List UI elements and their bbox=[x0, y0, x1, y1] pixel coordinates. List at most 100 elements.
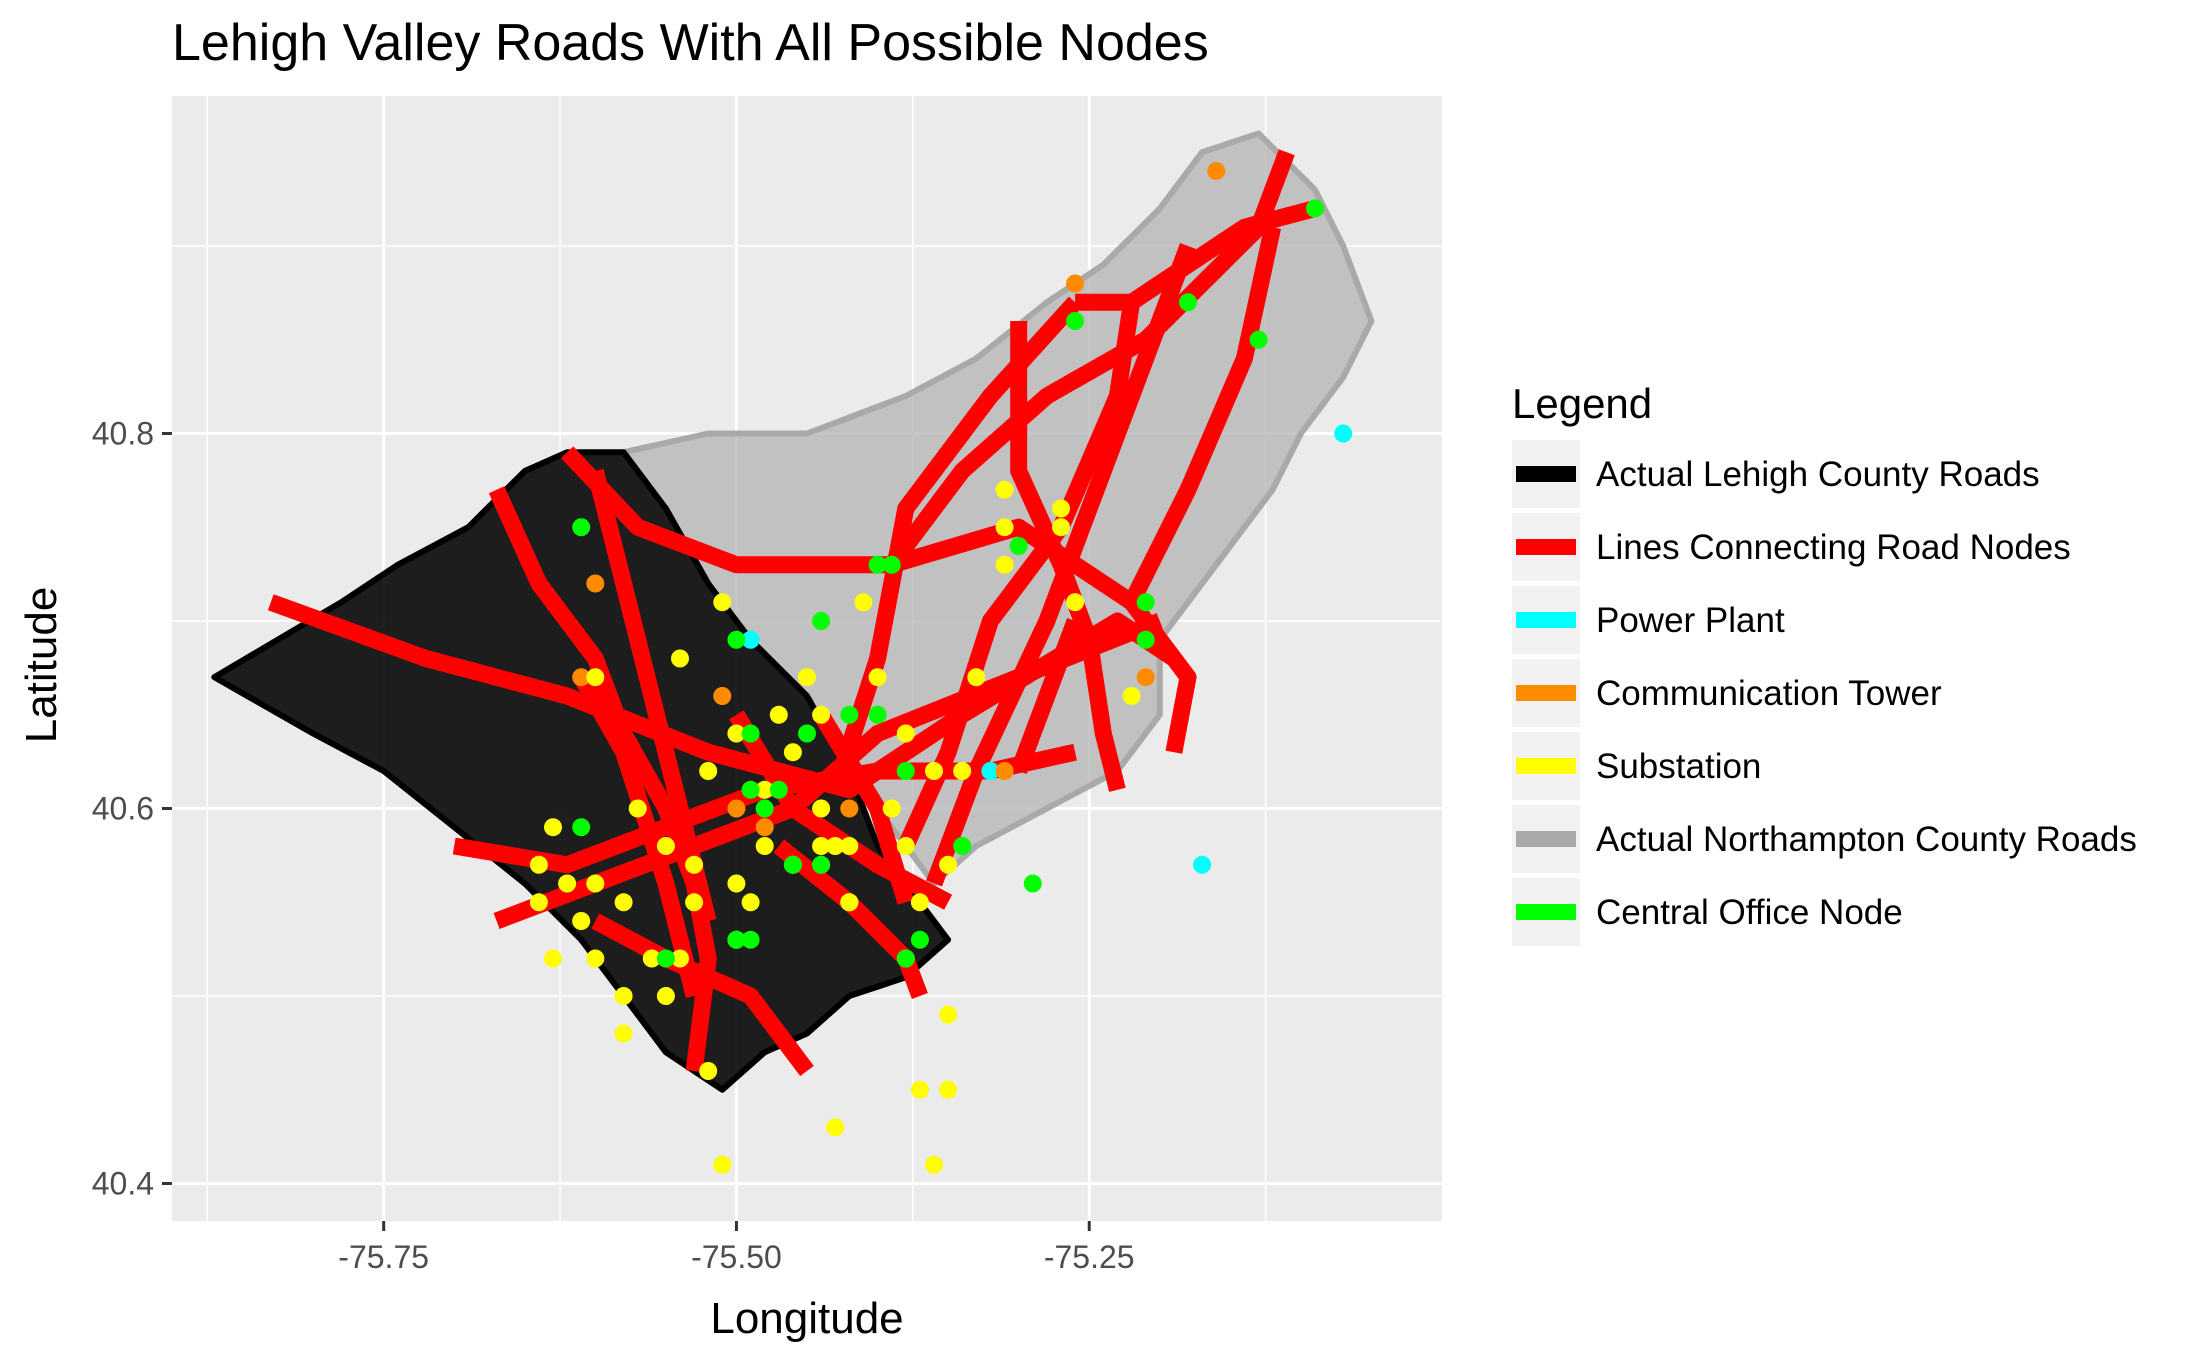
connecting-line bbox=[773, 839, 928, 999]
substation-point bbox=[812, 705, 831, 724]
communication-tower-point bbox=[840, 799, 859, 818]
central-office-node-point bbox=[727, 630, 746, 649]
substation-point bbox=[769, 705, 788, 724]
substation-point bbox=[995, 480, 1014, 499]
substation-point bbox=[755, 780, 774, 799]
connecting-line bbox=[488, 486, 717, 1073]
central-office-node-point bbox=[812, 855, 831, 874]
substation-point bbox=[882, 799, 901, 818]
central-office-node-point bbox=[769, 780, 788, 799]
legend-label: Communication Tower bbox=[1596, 674, 1942, 713]
legend: Actual Lehigh County Roads Lines Connecti… bbox=[1512, 440, 2137, 946]
node-points bbox=[529, 162, 1353, 1174]
communication-tower-point bbox=[995, 762, 1014, 780]
central-office-node-point bbox=[755, 799, 774, 818]
substation-point bbox=[783, 743, 802, 762]
x-axis-title: Longitude bbox=[710, 1294, 903, 1343]
legend-label: Substation bbox=[1596, 747, 1761, 786]
substation-point bbox=[671, 649, 689, 668]
legend-label: Lines Connecting Road Nodes bbox=[1596, 528, 2071, 567]
central-office-node-point bbox=[741, 724, 760, 743]
legend-title: Legend bbox=[1512, 380, 1652, 427]
substation-point bbox=[727, 874, 746, 893]
connecting-line bbox=[1010, 618, 1084, 774]
x-tick-label: -75.25 bbox=[1044, 1239, 1135, 1275]
substation-point bbox=[896, 837, 915, 855]
communication-tower-point bbox=[572, 668, 591, 687]
substation-point bbox=[939, 855, 958, 874]
power-plant-point bbox=[1334, 424, 1353, 443]
substation-point bbox=[713, 1155, 732, 1174]
central-office-node-point bbox=[896, 762, 915, 780]
y-tick-label: 40.6 bbox=[92, 791, 154, 827]
central-office-node-point bbox=[1023, 874, 1042, 893]
substation-point bbox=[699, 1062, 718, 1080]
central-office-node-point bbox=[882, 555, 901, 574]
power-plant-point bbox=[981, 762, 1000, 780]
central-office-node-point bbox=[741, 780, 760, 799]
substation-point bbox=[572, 912, 591, 930]
x-tick-label: -75.50 bbox=[691, 1239, 782, 1275]
substation-point bbox=[939, 1080, 958, 1099]
substation-point bbox=[614, 987, 633, 1005]
substation-point bbox=[656, 987, 675, 1005]
communication-tower-point bbox=[586, 574, 605, 593]
substation-point bbox=[586, 668, 605, 687]
central-office-node-point bbox=[1136, 593, 1155, 612]
y-axis-title: Latitude bbox=[17, 587, 66, 744]
substation-point bbox=[671, 949, 689, 968]
substation-point bbox=[699, 762, 718, 780]
central-office-node-point bbox=[798, 724, 816, 743]
connecting-line bbox=[926, 243, 1196, 887]
substation-point bbox=[826, 837, 845, 855]
substation-point bbox=[656, 837, 675, 855]
central-office-node-point bbox=[572, 818, 591, 837]
substation-point bbox=[642, 949, 661, 968]
substation-point bbox=[685, 893, 704, 912]
communication-tower-point bbox=[1207, 162, 1226, 180]
power-plant-point bbox=[741, 630, 760, 649]
substation-point bbox=[1052, 518, 1070, 537]
substation-point bbox=[628, 799, 647, 818]
substation-point bbox=[925, 762, 943, 780]
central-office-node-point bbox=[783, 855, 802, 874]
central-office-node-point bbox=[868, 555, 887, 574]
lehigh-county-roads bbox=[211, 449, 952, 1093]
legend-label: Actual Lehigh County Roads bbox=[1596, 455, 2040, 494]
substation-point bbox=[953, 762, 972, 780]
substation-point bbox=[755, 837, 774, 855]
communication-tower-point bbox=[713, 687, 732, 705]
connecting-line bbox=[591, 913, 814, 1077]
central-office-node-point bbox=[1179, 293, 1197, 312]
central-office-node-point bbox=[953, 837, 972, 855]
central-office-node-point bbox=[1249, 330, 1268, 349]
substation-point bbox=[727, 724, 746, 743]
central-office-node-point bbox=[572, 518, 591, 537]
substation-point bbox=[586, 949, 605, 968]
substation-point bbox=[826, 1118, 845, 1137]
substation-point bbox=[854, 593, 873, 612]
central-office-node-point bbox=[812, 612, 831, 630]
substation-point bbox=[1122, 687, 1141, 705]
substation-point bbox=[741, 893, 760, 912]
substation-point bbox=[586, 874, 605, 893]
central-office-node-point bbox=[1306, 199, 1324, 218]
substation-point bbox=[995, 518, 1014, 537]
connecting-line bbox=[573, 673, 703, 999]
legend-label: Power Plant bbox=[1596, 601, 1785, 640]
x-tick-label: -75.75 bbox=[338, 1239, 429, 1275]
central-office-node-point bbox=[1009, 537, 1028, 555]
central-office-node-point bbox=[1066, 312, 1085, 330]
substation-point bbox=[614, 893, 633, 912]
substation-point bbox=[558, 874, 577, 893]
y-tick-label: 40.8 bbox=[92, 416, 154, 452]
substation-point bbox=[529, 893, 548, 912]
central-office-node-point bbox=[840, 705, 859, 724]
connecting-line bbox=[560, 446, 1137, 610]
legend-label: Central Office Node bbox=[1596, 893, 1903, 932]
substation-point bbox=[713, 593, 732, 612]
substation-point bbox=[614, 1024, 633, 1043]
substation-point bbox=[967, 668, 986, 687]
central-office-node-point bbox=[741, 930, 760, 949]
